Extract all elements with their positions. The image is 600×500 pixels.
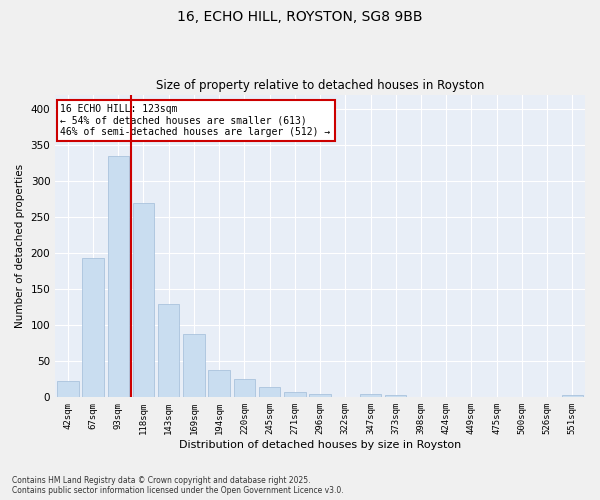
Bar: [82, 258, 104, 398]
Bar: [310, 394, 331, 398]
Text: 16, ECHO HILL, ROYSTON, SG8 9BB: 16, ECHO HILL, ROYSTON, SG8 9BB: [177, 10, 423, 24]
Title: Size of property relative to detached houses in Royston: Size of property relative to detached ho…: [156, 79, 484, 92]
Text: 16 ECHO HILL: 123sqm
← 54% of detached houses are smaller (613)
46% of semi-deta: 16 ECHO HILL: 123sqm ← 54% of detached h…: [61, 104, 331, 137]
Bar: [385, 395, 406, 398]
Bar: [284, 392, 305, 398]
Bar: [259, 387, 280, 398]
Bar: [183, 334, 205, 398]
Bar: [57, 382, 79, 398]
Bar: [360, 394, 381, 398]
Bar: [562, 395, 583, 398]
Bar: [158, 304, 179, 398]
Bar: [133, 202, 154, 398]
Bar: [208, 370, 230, 398]
Bar: [107, 156, 129, 398]
Y-axis label: Number of detached properties: Number of detached properties: [15, 164, 25, 328]
X-axis label: Distribution of detached houses by size in Royston: Distribution of detached houses by size …: [179, 440, 461, 450]
Text: Contains HM Land Registry data © Crown copyright and database right 2025.
Contai: Contains HM Land Registry data © Crown c…: [12, 476, 344, 495]
Bar: [233, 380, 255, 398]
